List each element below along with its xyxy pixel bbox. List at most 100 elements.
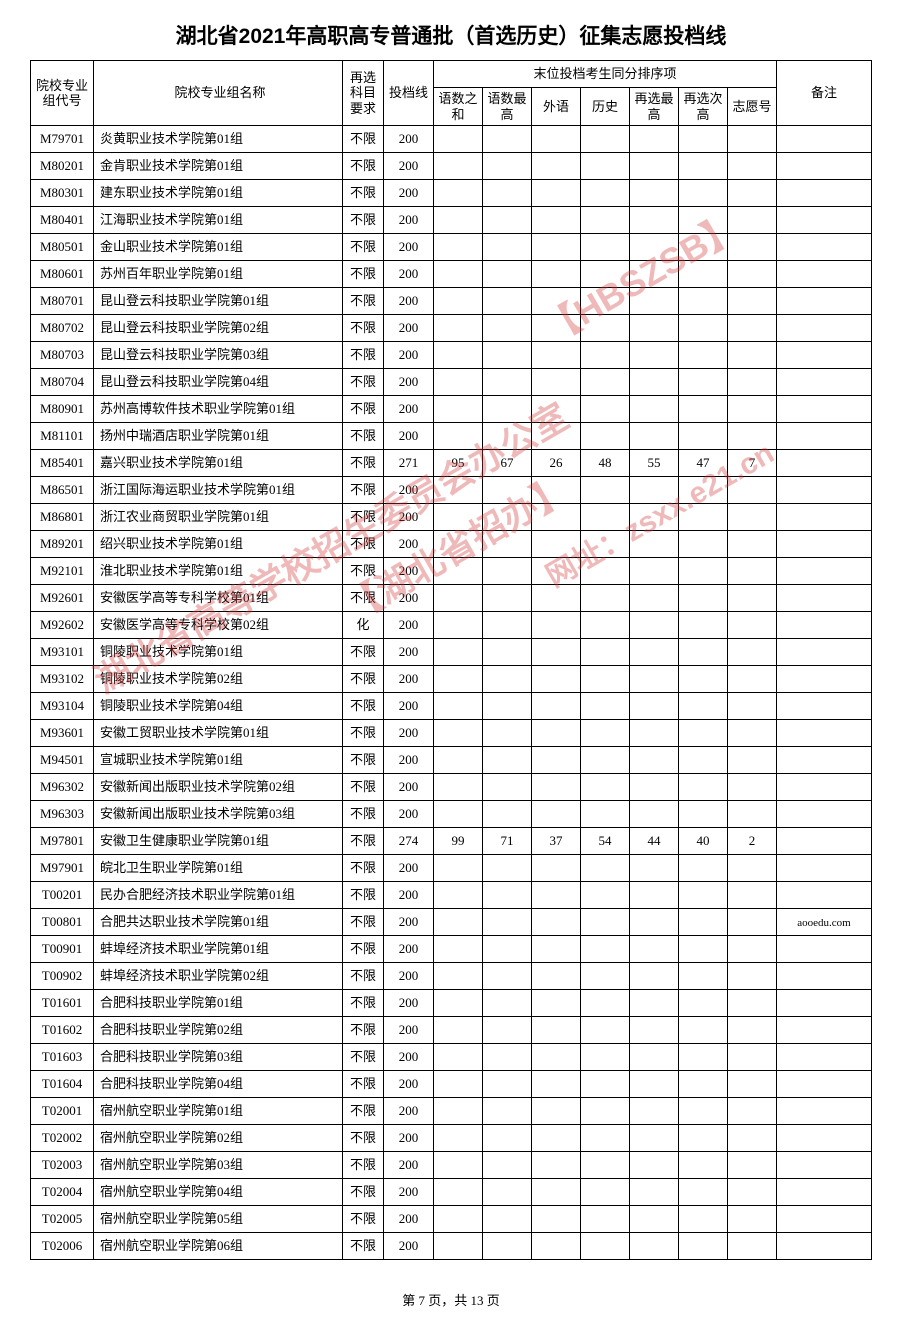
cell-code: T02006 <box>31 1233 94 1260</box>
cell-c1 <box>434 720 483 747</box>
table-row: T01602合肥科技职业学院第02组不限200 <box>31 1017 872 1044</box>
cell-code: M80201 <box>31 153 94 180</box>
table-row: M93104铜陵职业技术学院第04组不限200 <box>31 693 872 720</box>
cell-c3 <box>532 585 581 612</box>
cell-req: 不限 <box>343 153 384 180</box>
cell-c6 <box>679 234 728 261</box>
cell-c5 <box>630 477 679 504</box>
cell-c1 <box>434 1044 483 1071</box>
cell-code: M96303 <box>31 801 94 828</box>
cell-c3 <box>532 666 581 693</box>
cell-req: 不限 <box>343 747 384 774</box>
cell-c7: 7 <box>728 450 777 477</box>
cell-name: 扬州中瑞酒店职业学院第01组 <box>94 423 343 450</box>
cell-c7 <box>728 558 777 585</box>
cell-note <box>777 477 872 504</box>
cell-c5: 55 <box>630 450 679 477</box>
cell-c2 <box>483 639 532 666</box>
cell-c3 <box>532 882 581 909</box>
cell-score: 200 <box>384 612 434 639</box>
cell-score: 200 <box>384 180 434 207</box>
cell-note <box>777 1098 872 1125</box>
cell-c6: 47 <box>679 450 728 477</box>
cell-c7 <box>728 423 777 450</box>
cell-note <box>777 990 872 1017</box>
cell-note <box>777 747 872 774</box>
cell-c7 <box>728 1017 777 1044</box>
cell-name: 民办合肥经济技术职业学院第01组 <box>94 882 343 909</box>
cell-code: M93101 <box>31 639 94 666</box>
cell-c4: 54 <box>581 828 630 855</box>
cell-c4: 48 <box>581 450 630 477</box>
table-row: T02001宿州航空职业学院第01组不限200 <box>31 1098 872 1125</box>
cell-score: 200 <box>384 666 434 693</box>
cell-c6 <box>679 261 728 288</box>
cell-c4 <box>581 1179 630 1206</box>
cell-c2 <box>483 315 532 342</box>
cell-req: 不限 <box>343 234 384 261</box>
cell-note <box>777 342 872 369</box>
cell-req: 不限 <box>343 1071 384 1098</box>
cell-c4 <box>581 1152 630 1179</box>
cell-score: 200 <box>384 531 434 558</box>
cell-c5 <box>630 1152 679 1179</box>
cell-c2 <box>483 207 532 234</box>
table-row: T00901蚌埠经济技术职业学院第01组不限200 <box>31 936 872 963</box>
cell-c6 <box>679 126 728 153</box>
cell-c7 <box>728 477 777 504</box>
cell-c6 <box>679 909 728 936</box>
cell-note <box>777 288 872 315</box>
cell-c7 <box>728 1152 777 1179</box>
cell-req: 不限 <box>343 369 384 396</box>
cell-req: 不限 <box>343 261 384 288</box>
cell-c6 <box>679 801 728 828</box>
cell-c4 <box>581 585 630 612</box>
table-row: T02006宿州航空职业学院第06组不限200 <box>31 1233 872 1260</box>
cell-name: 炎黄职业技术学院第01组 <box>94 126 343 153</box>
cell-c7 <box>728 990 777 1017</box>
cell-c3 <box>532 369 581 396</box>
cell-c4 <box>581 1044 630 1071</box>
cell-name: 合肥科技职业学院第03组 <box>94 1044 343 1071</box>
cell-note <box>777 1206 872 1233</box>
cell-c4 <box>581 1098 630 1125</box>
cell-c2 <box>483 477 532 504</box>
cell-name: 合肥科技职业学院第02组 <box>94 1017 343 1044</box>
cell-code: M80703 <box>31 342 94 369</box>
cell-c4 <box>581 693 630 720</box>
cell-c6 <box>679 1152 728 1179</box>
cell-c2 <box>483 234 532 261</box>
cell-name: 绍兴职业技术学院第01组 <box>94 531 343 558</box>
cell-c7 <box>728 936 777 963</box>
cell-c1 <box>434 909 483 936</box>
cell-name: 安徽卫生健康职业学院第01组 <box>94 828 343 855</box>
table-row: T01603合肥科技职业学院第03组不限200 <box>31 1044 872 1071</box>
cell-name: 金肯职业技术学院第01组 <box>94 153 343 180</box>
cell-c4 <box>581 639 630 666</box>
cell-c2 <box>483 180 532 207</box>
cell-req: 不限 <box>343 477 384 504</box>
th-req: 再选科目要求 <box>343 61 384 126</box>
cell-note <box>777 423 872 450</box>
cell-c6 <box>679 1233 728 1260</box>
cell-name: 嘉兴职业技术学院第01组 <box>94 450 343 477</box>
cell-c4 <box>581 423 630 450</box>
cell-c3 <box>532 477 581 504</box>
cell-c2 <box>483 612 532 639</box>
cell-name: 铜陵职业技术学院第04组 <box>94 693 343 720</box>
cell-c3 <box>532 963 581 990</box>
cell-c6 <box>679 1044 728 1071</box>
cell-c1 <box>434 315 483 342</box>
cell-c6 <box>679 1206 728 1233</box>
cell-c4 <box>581 207 630 234</box>
cell-c3 <box>532 1098 581 1125</box>
cell-c1 <box>434 423 483 450</box>
cell-req: 不限 <box>343 342 384 369</box>
cell-name: 宣城职业技术学院第01组 <box>94 747 343 774</box>
cell-name: 安徽工贸职业技术学院第01组 <box>94 720 343 747</box>
cell-c4 <box>581 504 630 531</box>
cell-req: 不限 <box>343 1152 384 1179</box>
cell-c5 <box>630 909 679 936</box>
cell-c6 <box>679 693 728 720</box>
cell-code: T01602 <box>31 1017 94 1044</box>
